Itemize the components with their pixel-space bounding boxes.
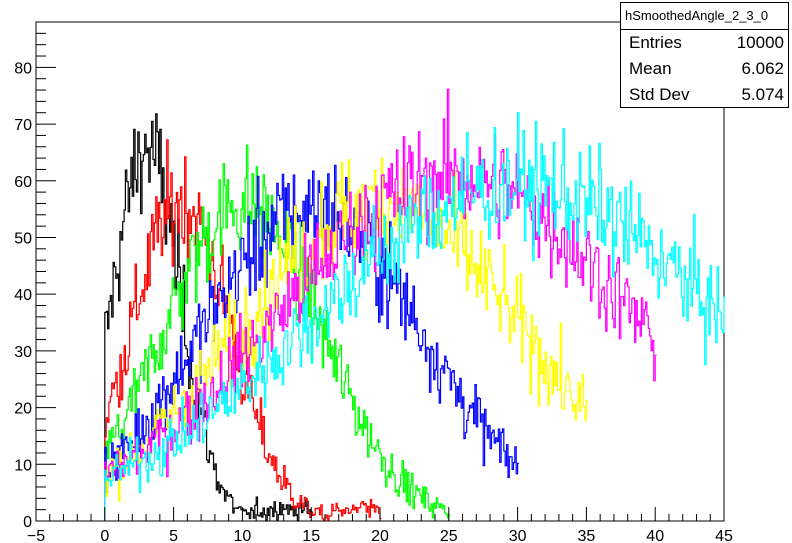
- stats-label-stddev: Std Dev: [629, 85, 690, 104]
- x-tick-label-0: −5: [27, 528, 45, 543]
- y-tick-label-1: 10: [14, 457, 32, 474]
- stats-value-mean: 6.062: [741, 59, 784, 78]
- x-tick-label-5: 20: [371, 528, 389, 543]
- y-tick-label-6: 60: [14, 174, 32, 191]
- histogram-series-4: [104, 157, 588, 521]
- x-tick-label-8: 35: [578, 528, 596, 543]
- histogram-series-6: [104, 112, 726, 521]
- x-tick-label-4: 15: [302, 528, 320, 543]
- y-tick-label-8: 80: [14, 60, 32, 77]
- y-tick-label-5: 50: [14, 230, 32, 247]
- y-tick-label-4: 40: [14, 287, 32, 304]
- histogram-series-0: [104, 113, 313, 522]
- y-tick-label-3: 30: [14, 344, 32, 361]
- stats-label-mean: Mean: [629, 59, 672, 78]
- x-tick-label-9: 40: [646, 528, 664, 543]
- stats-label-entries: Entries: [629, 33, 682, 52]
- x-tick-label-3: 10: [234, 528, 252, 543]
- y-tick-label-7: 70: [14, 117, 32, 134]
- stats-title: hSmoothedAngle_2_3_0: [621, 3, 788, 30]
- histogram-series-2: [104, 144, 451, 521]
- stats-row-mean: Mean 6.062: [621, 56, 788, 82]
- stats-row-entries: Entries 10000: [621, 30, 788, 56]
- histogram-series-5: [104, 88, 657, 521]
- x-tick-label-7: 30: [509, 528, 527, 543]
- x-tick-label-2: 5: [169, 528, 178, 543]
- stats-value-entries: 10000: [736, 33, 784, 52]
- stats-value-stddev: 5.074: [741, 85, 784, 104]
- x-tick-label-6: 25: [440, 528, 458, 543]
- y-tick-label-0: 0: [23, 514, 32, 531]
- x-tick-label-10: 45: [715, 528, 733, 543]
- stats-box: hSmoothedAngle_2_3_0 Entries 10000 Mean …: [620, 2, 789, 108]
- x-tick-label-1: 0: [100, 528, 109, 543]
- y-tick-label-2: 20: [14, 401, 32, 418]
- stats-row-stddev: Std Dev 5.074: [621, 82, 788, 108]
- series-layer: [104, 88, 726, 522]
- histogram-series-1: [104, 139, 382, 521]
